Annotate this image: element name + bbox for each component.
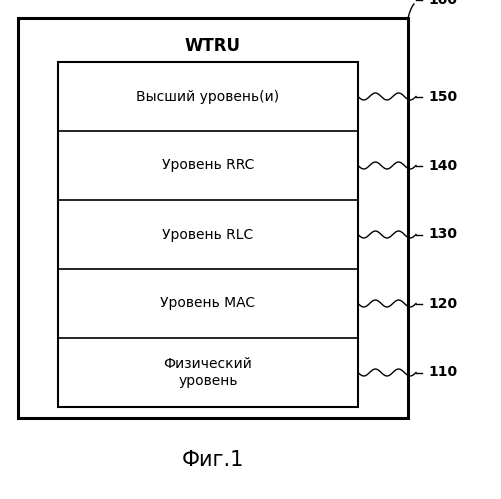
Text: 110: 110 <box>427 365 456 380</box>
Text: 130: 130 <box>427 228 456 242</box>
Text: 100: 100 <box>427 0 456 7</box>
Text: 120: 120 <box>427 296 456 310</box>
Text: Уровень RRC: Уровень RRC <box>161 159 254 173</box>
Text: Физический
уровень: Физический уровень <box>163 357 252 388</box>
Text: Фиг.1: Фиг.1 <box>181 450 243 470</box>
Text: 150: 150 <box>427 89 456 103</box>
Text: Уровень MAC: Уровень MAC <box>160 296 255 310</box>
Bar <box>58 62 357 407</box>
Text: WTRU: WTRU <box>185 37 240 55</box>
Text: Уровень RLC: Уровень RLC <box>162 228 253 242</box>
Text: 140: 140 <box>427 159 456 173</box>
Text: Высший уровень(и): Высший уровень(и) <box>136 89 279 103</box>
Bar <box>18 18 407 418</box>
